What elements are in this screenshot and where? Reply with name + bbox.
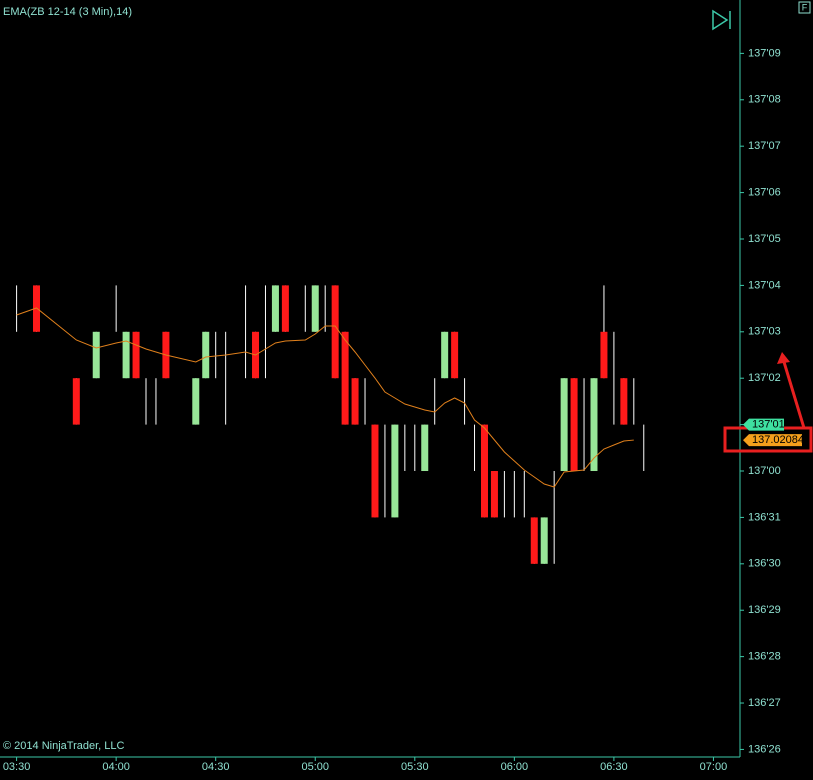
y-tick-label: 137'04 (748, 279, 781, 291)
x-tick-label: 07:00 (700, 761, 728, 773)
y-tick-label: 137'06 (748, 186, 781, 198)
bar-body (451, 331, 459, 379)
bar-body (421, 424, 429, 472)
bar-body (132, 331, 140, 379)
bar-body (202, 331, 210, 379)
x-tick-label: 06:30 (600, 761, 628, 773)
arrow-head (777, 352, 790, 364)
y-tick-label: 137'03 (748, 326, 781, 338)
bar-body (480, 424, 488, 518)
y-tick-label: 137'09 (748, 47, 781, 59)
x-tick-label: 04:00 (102, 761, 130, 773)
bar-body (311, 285, 319, 332)
bar-body (192, 378, 200, 425)
play-icon[interactable] (712, 9, 731, 31)
bar-body (441, 331, 449, 379)
x-tick-label: 03:30 (3, 761, 31, 773)
bar-body (92, 331, 100, 379)
play-triangle[interactable] (712, 9, 729, 31)
y-tick-label: 137'08 (748, 94, 781, 106)
bar-body (281, 285, 289, 332)
y-tick-label: 136'27 (748, 697, 781, 709)
x-tick-label: 04:30 (202, 761, 230, 773)
bar-body (271, 285, 279, 332)
x-tick-label: 06:00 (501, 761, 529, 773)
y-tick-label: 136'31 (748, 511, 781, 523)
bar-body (331, 285, 339, 379)
bar-body (490, 471, 498, 518)
bar-body (620, 378, 628, 425)
y-tick-label: 136'28 (748, 651, 781, 663)
bar-body (122, 331, 130, 379)
bar-body (391, 424, 399, 518)
bar-body (590, 378, 598, 472)
bar-body (530, 517, 538, 564)
copyright: © 2014 NinjaTrader, LLC (3, 740, 124, 752)
bar-body (371, 424, 379, 518)
panel-button-label[interactable]: F (802, 2, 808, 12)
y-tick-label: 136'29 (748, 604, 781, 616)
panel-button[interactable] (798, 1, 811, 14)
ema-marker-label: 137.02084 (752, 434, 804, 446)
y-tick-label: 136'26 (748, 743, 781, 755)
price-marker (743, 418, 784, 431)
ema-marker (743, 434, 802, 447)
y-tick-label: 137'07 (748, 140, 781, 152)
price-marker-label: 137'01 (752, 419, 785, 431)
bar-body (600, 331, 608, 379)
plot: 137'09 137'08 137'07 137'06 137'05 137'04 137'… (3, 47, 781, 773)
y-tick-label: 137'02 (748, 372, 781, 384)
bar-body (341, 331, 349, 425)
y-tick-label: 137'05 (748, 233, 781, 245)
bar-body (72, 378, 80, 425)
x-tick-label: 05:30 (401, 761, 429, 773)
bar-body (540, 517, 548, 564)
bar-body (351, 378, 359, 425)
ema-line (16, 307, 634, 488)
arrow-shaft (782, 361, 806, 429)
bar-body (570, 378, 578, 472)
chart-title: EMA(ZB 12-14 (3 Min),14) (3, 6, 132, 18)
y-tick-label: 136'30 (748, 558, 781, 570)
x-tick-label: 05:00 (301, 761, 329, 773)
bar-body (560, 378, 568, 472)
y-tick-label: 137'00 (748, 465, 781, 477)
